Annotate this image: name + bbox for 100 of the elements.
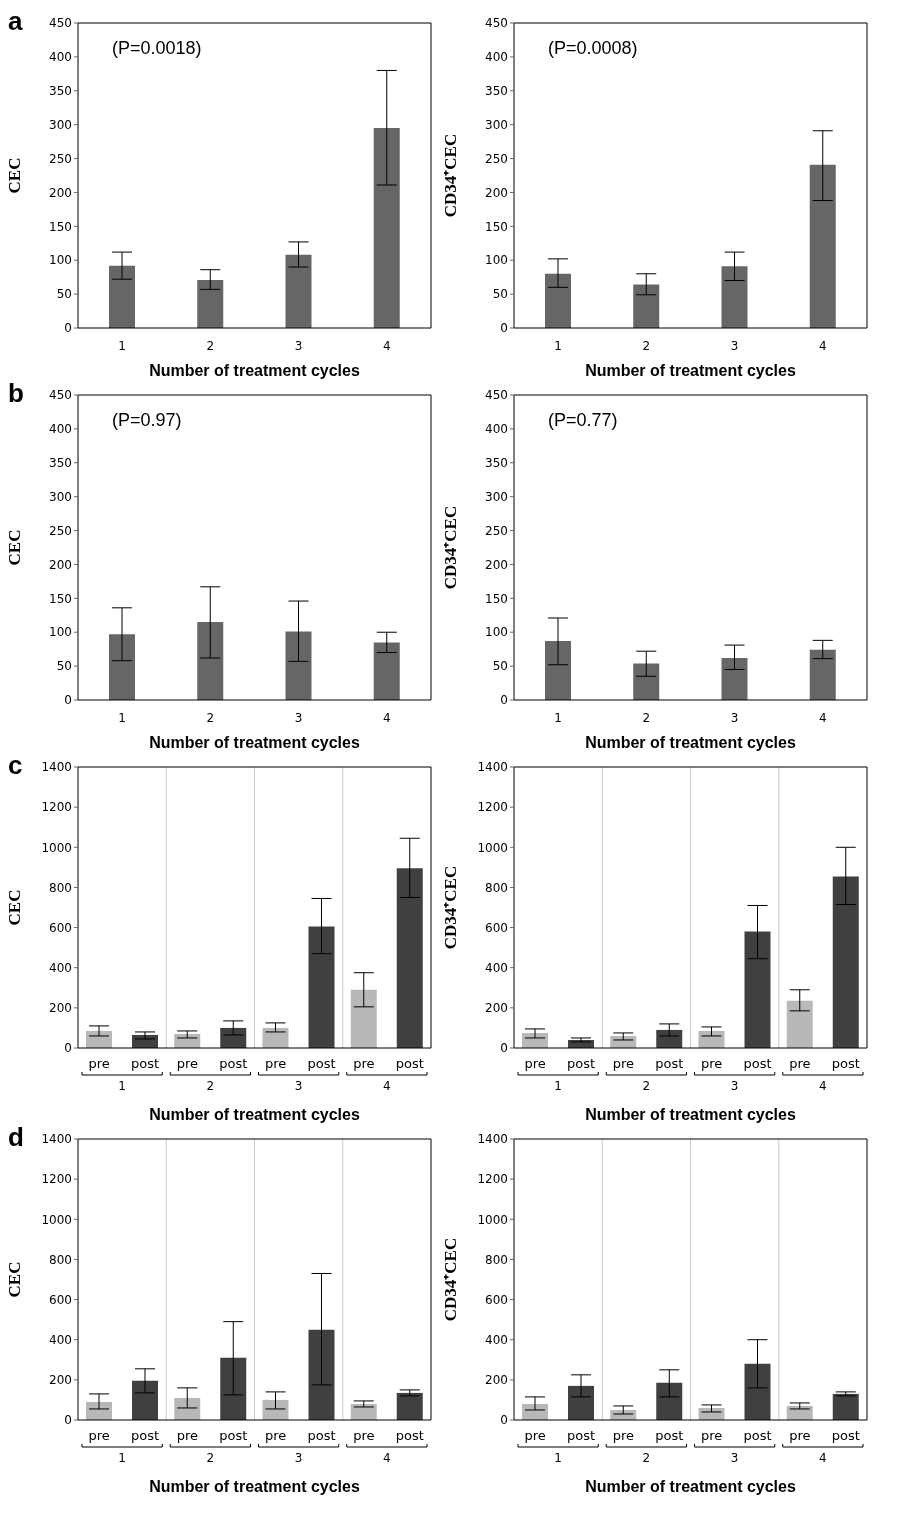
bar: [744, 1363, 771, 1420]
y-tick-label: 250: [49, 523, 72, 538]
x-tick-label: 3: [730, 339, 739, 353]
bar: [109, 634, 135, 700]
text: pre: [700, 1428, 723, 1443]
y-tick-label: 0: [500, 1413, 508, 1428]
x-tick-label: 3: [294, 1079, 303, 1093]
text: pre: [264, 1428, 287, 1443]
text: pre: [612, 1056, 635, 1071]
y-tick-label: 300: [485, 117, 508, 132]
y-axis-title: CD34⁺CEC: [441, 133, 461, 218]
x-tick-label: 4: [819, 339, 827, 353]
x-tick-label: 3: [294, 1451, 303, 1465]
y-tick-label: 350: [485, 84, 508, 99]
y-axis-title: CD34⁺CEC: [441, 1237, 461, 1322]
text: post: [395, 1056, 424, 1071]
x-tick-label: 1: [554, 339, 562, 353]
x-tick-label: 3: [730, 1079, 739, 1093]
text: pre: [176, 1428, 199, 1443]
y-tick-label: 150: [485, 219, 508, 234]
chart-title: b: [8, 378, 24, 408]
y-tick-label: 200: [49, 185, 72, 200]
bar: [744, 931, 771, 1048]
x-tick-label: 4: [383, 339, 391, 353]
x-tick-label: 4: [383, 1079, 391, 1093]
text: pre: [353, 1056, 375, 1071]
bar: [220, 1357, 247, 1420]
bar: [396, 1392, 423, 1420]
y-tick-label: 100: [49, 253, 72, 268]
x-tick-label: 3: [294, 339, 303, 353]
bar: [832, 1393, 859, 1420]
text: post: [743, 1428, 772, 1443]
annotation: (P=0.0018): [112, 38, 202, 59]
y-tick-label: 100: [49, 625, 72, 640]
y-tick-label: 450: [49, 388, 72, 403]
y-tick-label: 250: [49, 151, 72, 166]
y-axis-title: CEC: [5, 889, 25, 926]
y-tick-label: 1200: [477, 800, 508, 815]
y-tick-label: 800: [49, 880, 72, 895]
y-tick-label: 800: [485, 880, 508, 895]
text: post: [655, 1056, 684, 1071]
x-tick-label: 2: [642, 1451, 651, 1465]
y-tick-label: 150: [485, 591, 508, 606]
bar: [132, 1380, 158, 1420]
x-tick-label: 4: [819, 1451, 827, 1465]
y-tick-label: 200: [485, 185, 508, 200]
y-tick-label: 450: [485, 16, 508, 31]
text: pre: [700, 1056, 723, 1071]
text: post: [655, 1428, 684, 1443]
y-tick-label: 200: [49, 1373, 72, 1388]
y-tick-label: 1000: [477, 1212, 508, 1227]
bar: [656, 1382, 683, 1420]
x-tick-label: 1: [118, 711, 126, 725]
x-tick-label: 4: [819, 711, 827, 725]
x-axis-title: Number of treatment cycles: [149, 734, 360, 751]
x-tick-label: 1: [554, 711, 562, 725]
annotation: (P=0.0008): [548, 38, 638, 59]
text: post: [743, 1056, 772, 1071]
y-tick-label: 1200: [477, 1172, 508, 1187]
y-tick-label: 600: [49, 920, 72, 935]
x-axis-title: Number of treatment cycles: [149, 1106, 360, 1123]
x-axis-title: Number of treatment cycles: [149, 362, 360, 379]
y-tick-label: 350: [49, 456, 72, 471]
y-tick-label: 400: [485, 422, 508, 437]
text: post: [307, 1056, 336, 1071]
x-axis-title: Number of treatment cycles: [149, 1478, 360, 1495]
y-axis-title: CEC: [5, 1261, 25, 1298]
x-tick-label: 1: [118, 339, 126, 353]
y-tick-label: 800: [49, 1252, 72, 1267]
bar: [308, 926, 335, 1048]
y-tick-label: 250: [485, 523, 508, 538]
x-tick-label: 4: [383, 711, 391, 725]
y-tick-label: 400: [485, 1332, 508, 1347]
bar: [308, 1329, 335, 1420]
y-tick-label: 400: [485, 960, 508, 975]
y-tick-label: 50: [56, 659, 72, 674]
text: pre: [176, 1056, 199, 1071]
x-tick-label: 1: [554, 1079, 562, 1093]
y-tick-label: 200: [485, 1001, 508, 1016]
y-tick-label: 100: [485, 253, 508, 268]
y-tick-label: 150: [49, 591, 72, 606]
y-axis-title: CD34⁺CEC: [441, 505, 461, 590]
annotation: (P=0.97): [112, 410, 182, 431]
x-tick-label: 2: [642, 1079, 651, 1093]
y-tick-label: 0: [500, 693, 508, 708]
bar: [809, 649, 836, 700]
y-tick-label: 400: [485, 50, 508, 65]
y-tick-label: 200: [49, 1001, 72, 1016]
x-tick-label: 1: [118, 1079, 126, 1093]
text: post: [831, 1428, 860, 1443]
text: pre: [789, 1428, 811, 1443]
y-tick-label: 0: [64, 321, 72, 336]
bar: [396, 868, 423, 1048]
series-label: post: [567, 1056, 596, 1071]
x-tick-label: 2: [206, 339, 215, 353]
x-tick-label: 2: [642, 339, 651, 353]
text: pre: [353, 1428, 375, 1443]
x-axis-title: Number of treatment cycles: [585, 1478, 796, 1495]
y-tick-label: 250: [485, 151, 508, 166]
series-label: post: [131, 1056, 160, 1071]
